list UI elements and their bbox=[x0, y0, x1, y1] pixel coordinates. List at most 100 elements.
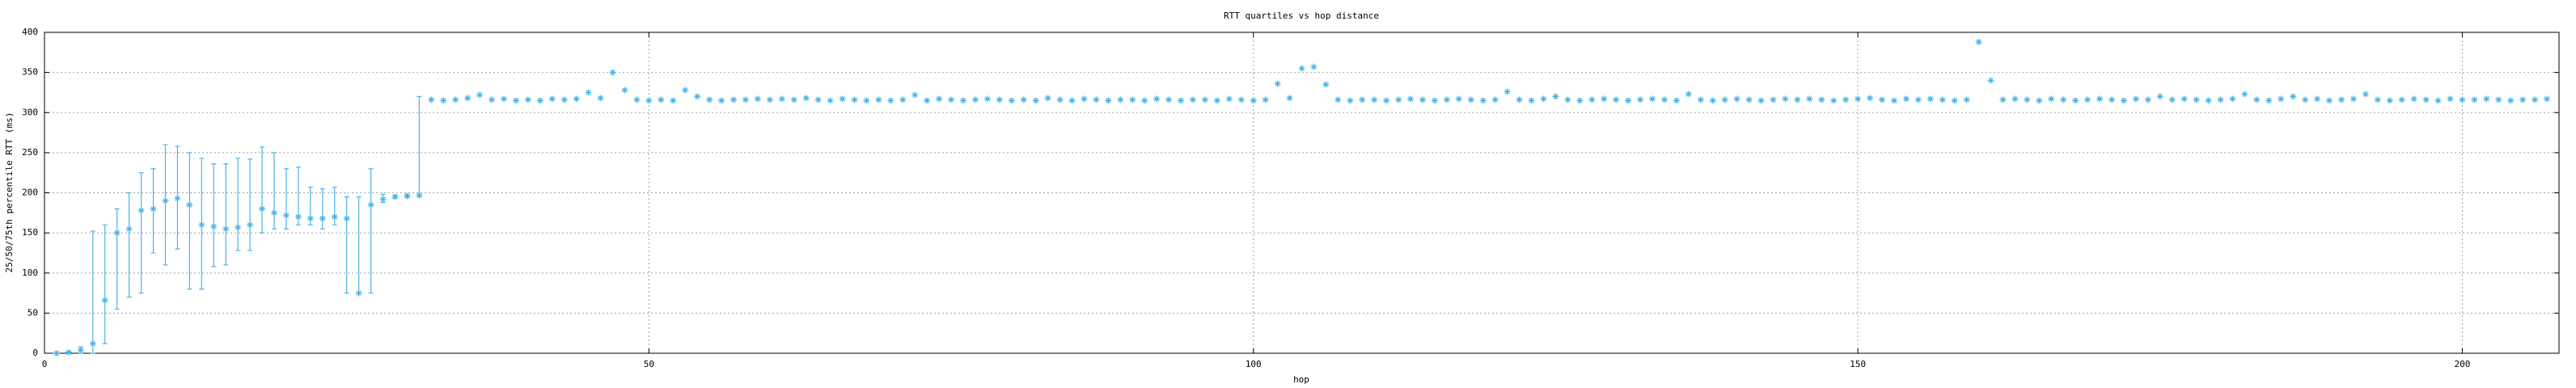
point bbox=[2132, 95, 2139, 103]
point bbox=[706, 96, 713, 103]
point bbox=[609, 69, 616, 76]
point bbox=[113, 230, 121, 237]
point bbox=[1685, 91, 1692, 98]
point bbox=[125, 226, 133, 233]
point bbox=[2544, 95, 2551, 103]
point bbox=[2507, 97, 2515, 104]
point bbox=[2483, 95, 2490, 103]
point bbox=[65, 349, 72, 356]
error-bar bbox=[260, 146, 265, 234]
point bbox=[1540, 95, 1547, 103]
point bbox=[2144, 96, 2151, 103]
point bbox=[1504, 88, 1511, 95]
point bbox=[77, 347, 84, 354]
point bbox=[1359, 96, 1366, 103]
point bbox=[1455, 95, 1462, 103]
point bbox=[1782, 95, 1789, 103]
x-tick-label: 50 bbox=[644, 359, 654, 369]
point bbox=[512, 97, 519, 104]
point bbox=[2422, 96, 2430, 103]
point bbox=[2036, 97, 2043, 104]
y-tick-label: 200 bbox=[22, 188, 38, 198]
point bbox=[1322, 81, 1330, 88]
point bbox=[1975, 38, 1982, 45]
point bbox=[1371, 96, 1378, 103]
error-bar bbox=[223, 163, 229, 266]
point bbox=[101, 297, 108, 304]
error-bar bbox=[187, 152, 192, 290]
point bbox=[1697, 96, 1704, 103]
point bbox=[1588, 96, 1596, 103]
y-tick-label: 300 bbox=[22, 107, 38, 117]
point bbox=[2168, 96, 2176, 103]
point bbox=[1020, 96, 1027, 103]
point bbox=[827, 97, 834, 104]
point bbox=[1552, 93, 1559, 100]
error-bar bbox=[235, 158, 241, 251]
error-bar bbox=[163, 144, 168, 266]
y-tick-label: 150 bbox=[22, 227, 38, 238]
y-axis-label: 25/50/75th percentile RTT (ms) bbox=[4, 112, 15, 273]
y-tick-label: 350 bbox=[22, 67, 38, 78]
point bbox=[1479, 97, 1487, 104]
point bbox=[730, 96, 737, 103]
y-tick-label: 100 bbox=[22, 268, 38, 278]
point bbox=[1516, 96, 1523, 103]
point bbox=[1902, 95, 1910, 103]
point bbox=[186, 201, 193, 209]
point bbox=[1165, 96, 1173, 103]
point bbox=[210, 223, 218, 230]
point bbox=[658, 96, 665, 103]
error-bar bbox=[102, 224, 108, 344]
point bbox=[1201, 96, 1208, 103]
point bbox=[1927, 95, 1934, 103]
point bbox=[2350, 95, 2357, 103]
y-tick-label: 250 bbox=[22, 147, 38, 158]
point bbox=[585, 89, 592, 96]
point bbox=[1613, 96, 1620, 103]
point bbox=[1105, 97, 1112, 104]
plot-frame bbox=[44, 32, 2560, 354]
point bbox=[1963, 96, 1970, 103]
point bbox=[2459, 96, 2466, 103]
point bbox=[1758, 97, 1765, 104]
point bbox=[839, 95, 846, 103]
point bbox=[1395, 96, 1402, 103]
point bbox=[633, 96, 641, 103]
point bbox=[2532, 96, 2539, 103]
x-tick-label: 0 bbox=[42, 359, 48, 369]
error-bar bbox=[417, 95, 422, 198]
point bbox=[1999, 96, 2007, 103]
point bbox=[1830, 97, 1838, 104]
point bbox=[959, 97, 967, 104]
point bbox=[742, 96, 749, 103]
point bbox=[489, 96, 496, 103]
point bbox=[379, 196, 387, 203]
point bbox=[2265, 97, 2273, 104]
point bbox=[536, 97, 544, 104]
point bbox=[2362, 91, 2369, 98]
point bbox=[2156, 93, 2164, 100]
point bbox=[1431, 97, 1438, 104]
error-bar bbox=[368, 168, 374, 294]
point bbox=[971, 96, 979, 103]
point bbox=[440, 97, 447, 104]
point bbox=[2181, 95, 2188, 103]
error-bar bbox=[90, 230, 95, 354]
point bbox=[682, 86, 689, 94]
error-bar bbox=[211, 163, 217, 268]
point bbox=[1286, 95, 1293, 102]
point bbox=[198, 221, 205, 229]
point bbox=[936, 95, 943, 103]
point bbox=[887, 97, 895, 104]
point bbox=[1648, 95, 1656, 103]
point bbox=[1044, 95, 1051, 102]
point bbox=[2519, 96, 2527, 103]
point bbox=[2060, 96, 2067, 103]
point bbox=[2048, 95, 2055, 103]
point bbox=[270, 209, 277, 217]
point bbox=[1250, 97, 1257, 104]
point bbox=[1818, 96, 1825, 103]
point bbox=[1298, 65, 1305, 72]
point bbox=[560, 96, 568, 103]
